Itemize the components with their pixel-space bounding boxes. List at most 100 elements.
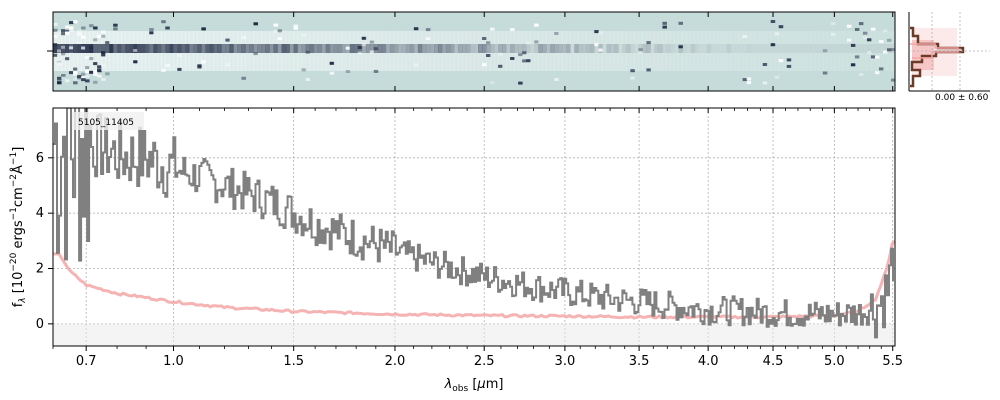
noise-pixel: [65, 57, 70, 61]
trace-band-column: [762, 31, 768, 71]
noise-pixel: [822, 71, 828, 75]
trace-core-column: [261, 44, 267, 53]
trace-band-column: [758, 31, 764, 71]
trace-core-column: [830, 44, 836, 53]
trace-core-column: [866, 44, 872, 53]
spectrum-series-line: [53, 108, 894, 339]
trace-band-column: [453, 31, 459, 71]
trace-band-column: [522, 31, 527, 71]
noise-pixel: [85, 79, 90, 83]
trace-band-column: [830, 31, 836, 71]
trace-band-column: [650, 31, 655, 71]
noise-pixel: [197, 65, 202, 69]
y-tick-label: 4: [36, 206, 44, 221]
noise-pixel: [830, 22, 836, 26]
trace-core-column: [93, 44, 98, 53]
trace-band-column: [365, 31, 371, 71]
trace-band-column: [245, 31, 250, 71]
trace-core-column: [494, 44, 499, 53]
trace-core-column: [349, 44, 355, 53]
trace-band-column: [289, 31, 295, 71]
noise-pixel: [225, 63, 230, 67]
trace-band-column: [870, 31, 876, 71]
trace-core-column: [818, 44, 824, 53]
trace-core-column: [429, 44, 435, 53]
trace-band-column: [778, 31, 784, 71]
trace-core-column: [870, 44, 876, 53]
trace-band-column: [405, 31, 411, 71]
x-tick-label: 0.7: [76, 354, 97, 369]
noise-pixel: [273, 23, 279, 27]
noise-pixel: [69, 28, 74, 32]
trace-core-column: [393, 44, 399, 53]
trace-band-column: [401, 31, 407, 71]
noise-pixel: [638, 50, 643, 54]
noise-pixel: [93, 70, 98, 74]
noise-pixel: [862, 36, 868, 40]
trace-band-column: [606, 31, 611, 71]
noise-pixel: [101, 77, 106, 81]
trace-core-column: [241, 44, 246, 53]
trace-band-column: [798, 31, 804, 71]
trace-core-column: [257, 44, 262, 53]
trace-core-column: [73, 44, 78, 53]
trace-core-column: [518, 44, 523, 53]
noise-pixel: [830, 32, 836, 36]
trace-core-column: [133, 44, 138, 53]
trace-band-column: [542, 31, 547, 71]
x-tick-label: 4.0: [698, 354, 719, 369]
noise-pixel: [293, 26, 299, 30]
trace-band-column: [718, 31, 724, 71]
trace-core-column: [882, 44, 888, 53]
trace-core-column: [678, 44, 683, 53]
trace-band-column: [614, 31, 619, 71]
noise-pixel: [526, 59, 531, 63]
trace-core-column: [594, 44, 599, 53]
trace-core-column: [758, 44, 764, 53]
noise-pixel: [345, 46, 351, 50]
noise-pixel: [490, 27, 495, 31]
noise-pixel: [886, 48, 892, 52]
noise-pixel: [329, 61, 335, 65]
noise-pixel: [498, 52, 503, 56]
trace-core-column: [57, 44, 62, 53]
trace-band-column: [425, 31, 431, 71]
noise-pixel: [69, 46, 74, 50]
trace-core-column: [514, 44, 519, 53]
trace-band-column: [770, 31, 776, 71]
noise-pixel: [93, 62, 98, 66]
trace-band-column: [666, 31, 671, 71]
noise-pixel: [646, 68, 651, 72]
trace-core-column: [413, 44, 419, 53]
noise-pixel: [69, 21, 74, 25]
trace-band-column: [698, 31, 704, 71]
trace-core-column: [578, 44, 583, 53]
trace-core-column: [722, 44, 728, 53]
trace-core-column: [662, 44, 667, 53]
trace-core-column: [790, 44, 796, 53]
trace-core-column: [542, 44, 547, 53]
noise-pixel: [858, 22, 864, 26]
trace-band-column: [578, 31, 583, 71]
noise-pixel: [490, 81, 495, 85]
trace-core-column: [634, 44, 639, 53]
noise-pixel: [201, 60, 206, 64]
trace-band-column: [514, 31, 519, 71]
trace-band-column: [506, 31, 511, 71]
trace-core-column: [265, 44, 271, 53]
y-axis-ticks: 0 2 4 6: [36, 151, 53, 332]
trace-core-column: [822, 44, 828, 53]
trace-band-column: [754, 31, 760, 71]
trace-band-column: [630, 31, 635, 71]
trace-band-column: [610, 31, 615, 71]
trace-core-column: [550, 44, 555, 53]
spectrum-2d-ticks: [47, 12, 894, 91]
noise-pixel: [113, 27, 118, 31]
trace-band-column: [842, 31, 848, 71]
noise-pixel: [57, 49, 62, 53]
noise-pixel: [770, 20, 776, 23]
noise-pixel: [882, 29, 888, 33]
trace-core-column: [101, 44, 106, 53]
trace-core-column: [602, 44, 607, 53]
trace-band-column: [626, 31, 631, 71]
